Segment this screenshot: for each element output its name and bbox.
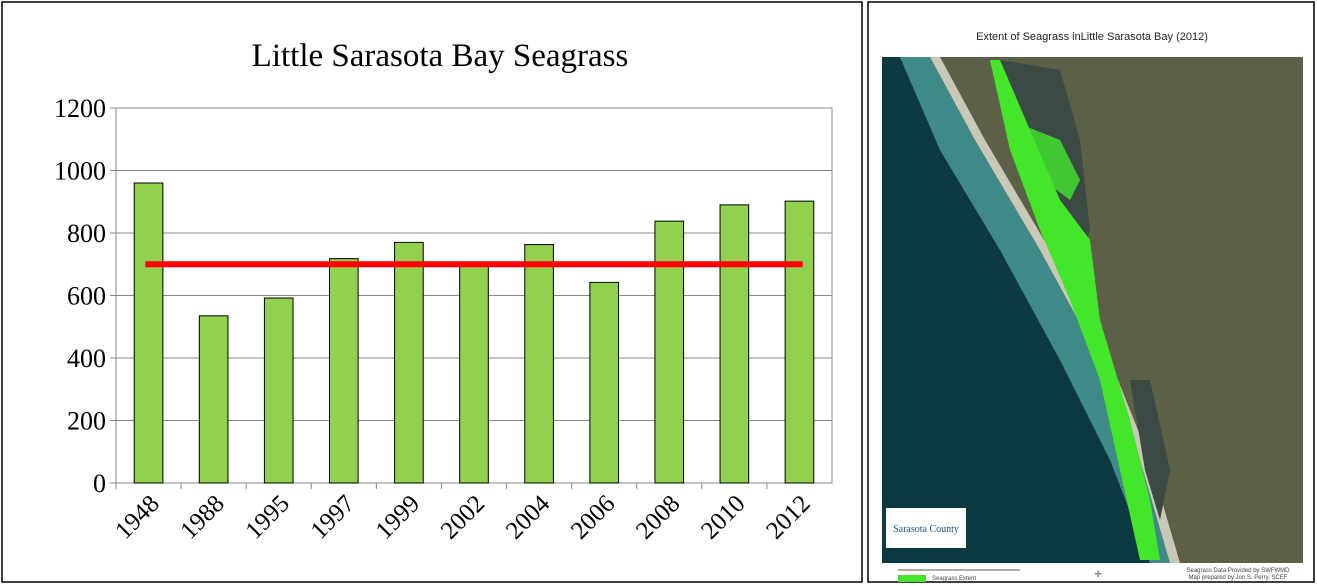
y-tick-label: 400 <box>67 344 106 373</box>
map-logo-box <box>886 508 966 548</box>
map-gulf <box>882 57 1150 563</box>
bar <box>589 281 620 484</box>
map-legend-swatch <box>898 575 926 582</box>
map-logo: Sarasota County <box>893 524 959 535</box>
map-seagrass <box>990 60 1160 560</box>
bar <box>459 265 489 484</box>
bar <box>198 315 229 484</box>
map-credit: Seagrass Data Provided by SWFWMD <box>1186 568 1290 574</box>
y-tick-label: 600 <box>67 282 106 311</box>
map-title: Extent of Seagrass inLittle Sarasota Bay… <box>976 31 1208 43</box>
bar <box>784 200 815 484</box>
map: Extent of Seagrass inLittle Sarasota Bay… <box>882 31 1303 582</box>
y-tick-label: 800 <box>67 219 106 248</box>
y-tick-label: 1200 <box>54 94 106 123</box>
map-seagrass <box>1010 120 1080 200</box>
y-tick-label: 0 <box>93 469 106 498</box>
y-tick-label: 200 <box>67 407 106 436</box>
bar <box>263 297 294 484</box>
y-tick-label: 1000 <box>54 157 106 186</box>
map-bay <box>1130 380 1170 520</box>
map-credit: Map prepared by Jon S. Perry, SCEF <box>1189 575 1288 581</box>
bar <box>719 204 750 484</box>
bar <box>394 241 424 484</box>
bar <box>524 244 554 484</box>
bar <box>654 220 685 484</box>
map-north-arrow: ✛ <box>1094 569 1102 579</box>
chart-title: Little Sarasota Bay Seagrass <box>252 38 629 74</box>
map-legend: Seagrass Extent <box>932 576 976 582</box>
bar <box>133 182 164 484</box>
bar <box>328 258 359 484</box>
chart: Little Sarasota Bay Seagrass 0 200 400 600 8… <box>54 38 833 545</box>
